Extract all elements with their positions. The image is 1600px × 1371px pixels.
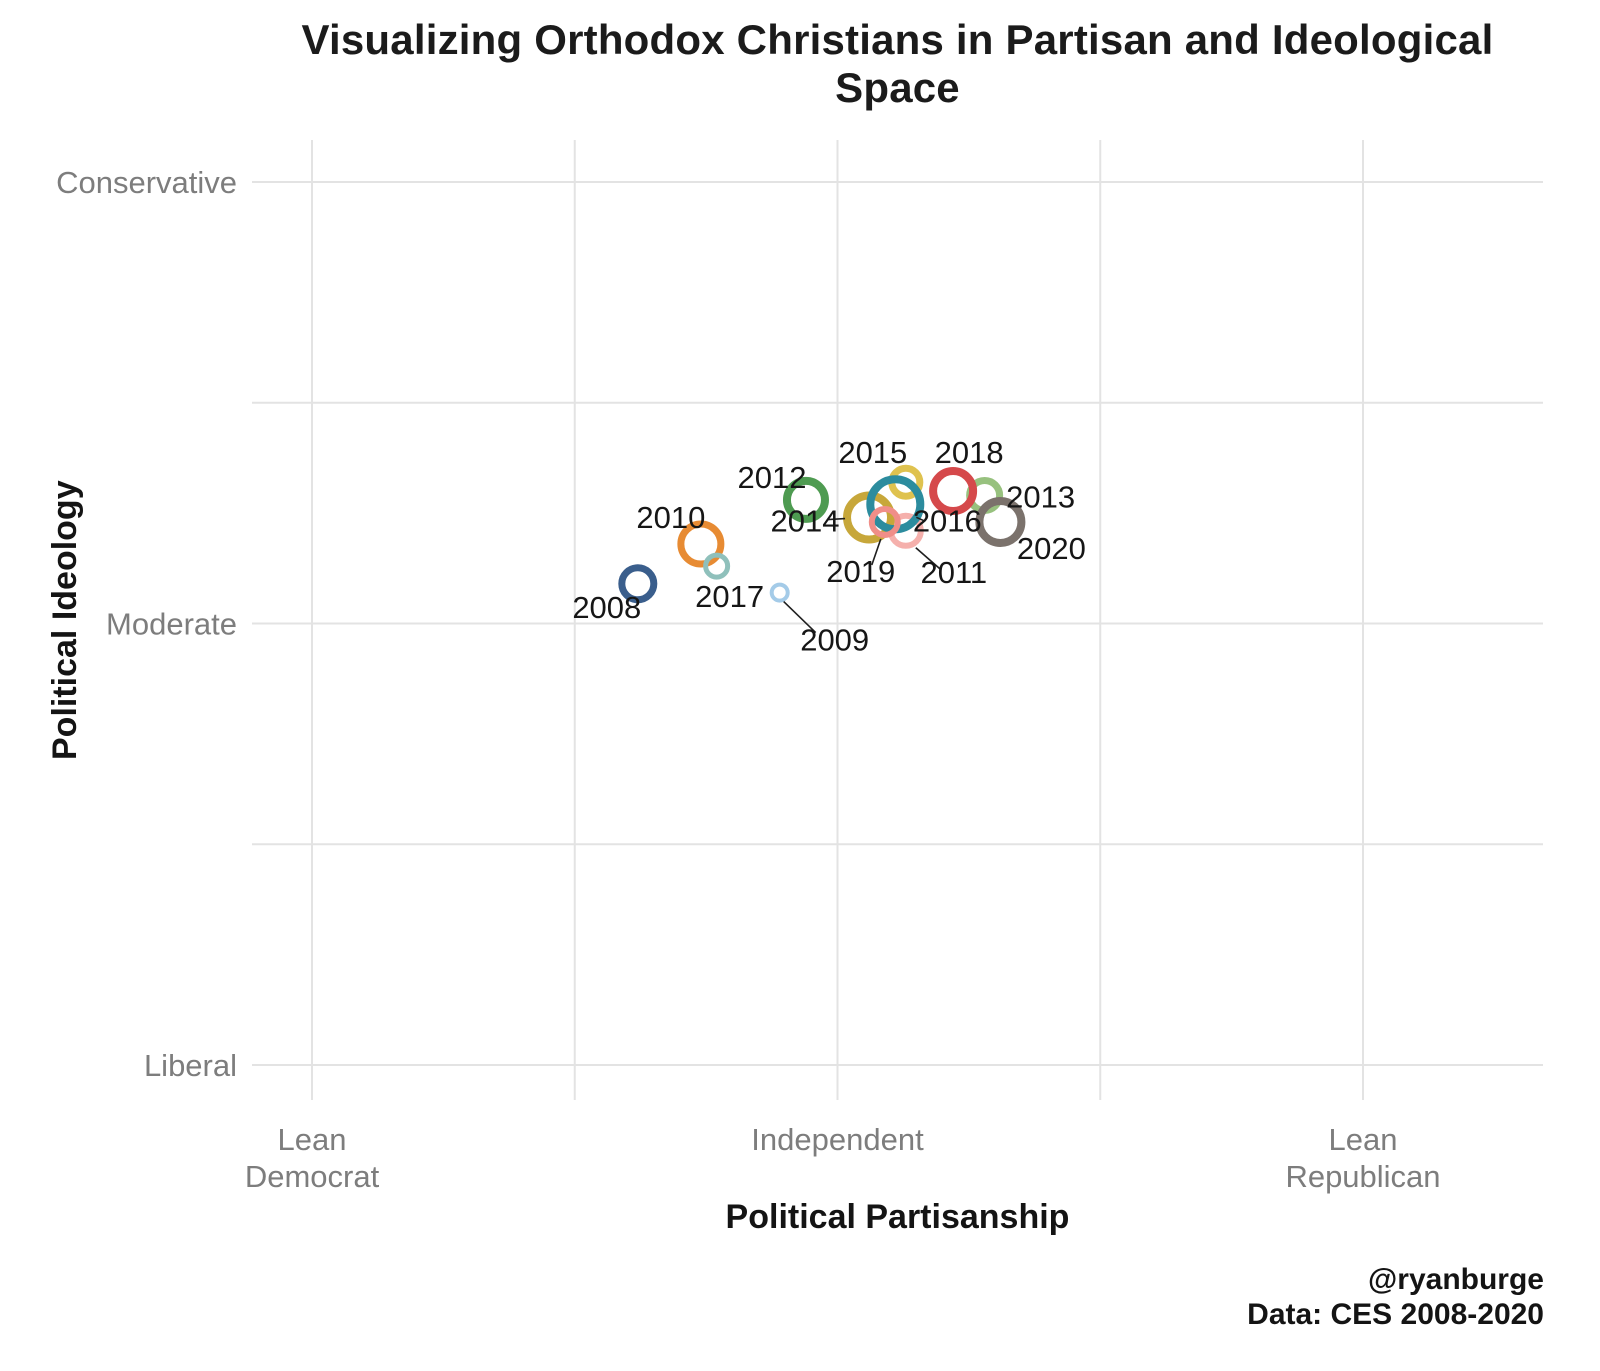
year-label-2018: 2018 <box>935 435 1004 470</box>
y-axis-title: Political Ideology <box>46 480 84 760</box>
year-label-2016: 2016 <box>913 503 982 538</box>
year-label-2015: 2015 <box>838 435 907 470</box>
year-label-2011: 2011 <box>920 555 987 590</box>
y-tick-label: Liberal <box>144 1048 237 1083</box>
point-2018 <box>929 467 978 516</box>
point-2020 <box>975 496 1026 547</box>
year-label-2012: 2012 <box>737 460 806 495</box>
leader-2011 <box>915 547 941 570</box>
y-tick-label: Moderate <box>106 607 237 642</box>
year-label-2009: 2009 <box>800 623 869 658</box>
point-2010 <box>677 520 725 568</box>
x-tick-label: Lean Republican <box>1285 1122 1440 1194</box>
x-axis-title: Political Partisanship <box>725 1198 1070 1236</box>
x-tick-label: Lean Democrat <box>245 1122 380 1194</box>
caption: @ryanburge Data: CES 2008-2020 <box>1247 1262 1544 1333</box>
year-label-2013: 2013 <box>1006 479 1075 514</box>
point-2019 <box>868 505 901 538</box>
point-2009 <box>769 582 790 603</box>
year-label-2010: 2010 <box>636 500 705 535</box>
year-label-2020: 2020 <box>1017 531 1086 566</box>
leader-2014 <box>827 517 846 521</box>
point-2008 <box>618 564 658 604</box>
year-label-2019: 2019 <box>826 554 895 589</box>
year-label-2008: 2008 <box>572 590 641 625</box>
caption-handle: @ryanburge <box>1368 1263 1544 1296</box>
leader-2019 <box>871 538 882 566</box>
leader-2016 <box>915 516 926 523</box>
chart-title: Visualizing Orthodox Christians in Parti… <box>301 16 1494 111</box>
caption-source: Data: CES 2008-2020 <box>1247 1298 1544 1332</box>
y-tick-label: Conservative <box>56 165 237 200</box>
point-2012 <box>782 476 829 523</box>
point-2017 <box>703 552 731 580</box>
year-label-2017: 2017 <box>695 579 764 614</box>
x-tick-label: Independent <box>751 1122 924 1157</box>
leader-2009 <box>783 601 817 634</box>
year-label-2014: 2014 <box>771 504 840 539</box>
